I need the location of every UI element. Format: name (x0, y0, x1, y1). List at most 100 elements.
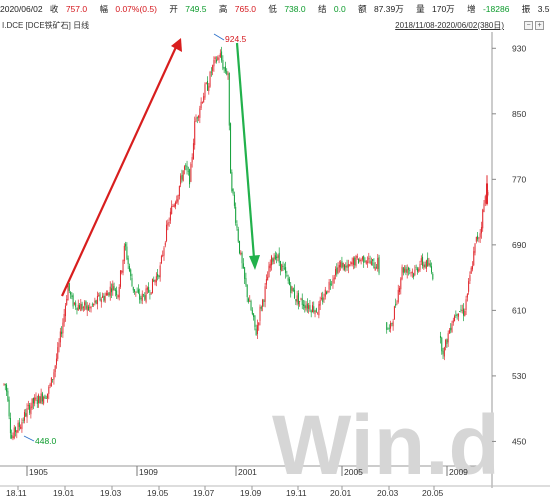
candle-body (203, 96, 205, 103)
candle-body (320, 298, 322, 300)
candle-body (77, 304, 79, 311)
zoom-buttons: − + (524, 21, 544, 30)
candle-body (199, 108, 201, 118)
candle-body (319, 300, 321, 306)
candle-body (123, 245, 125, 262)
candle-body (13, 427, 15, 438)
candle-body (185, 165, 187, 167)
candle-body (347, 264, 349, 268)
candle-body (11, 435, 13, 439)
candle-body (175, 202, 177, 207)
zoom-out-button[interactable]: − (524, 21, 533, 30)
candle-body (173, 204, 175, 207)
settle-price: 结 0.0 (317, 4, 346, 14)
candle-body (116, 290, 118, 295)
candle-body (128, 266, 130, 271)
candle-body (21, 422, 23, 430)
x-tick-label: 20.01 (330, 488, 352, 498)
candle-body (52, 379, 54, 380)
candle-body (122, 260, 124, 273)
candle-body (390, 322, 392, 329)
date-range-link[interactable]: 2018/11/08-2020/06/02(380日) (395, 21, 504, 30)
year-marker-label: 2001 (238, 467, 257, 477)
candle-body (286, 275, 288, 276)
candle-body (287, 277, 289, 281)
candle-body (336, 267, 338, 275)
candle-body (27, 405, 29, 407)
candle-body (228, 72, 230, 126)
candle-body (96, 295, 98, 305)
candle-body (226, 70, 228, 75)
candle-body (95, 300, 97, 304)
low-marker-line (23, 435, 35, 442)
low-annotation-label: 448.0 (35, 436, 57, 446)
candle-body (72, 295, 74, 307)
candle-body (117, 295, 119, 298)
candle-body (256, 325, 258, 335)
amplitude: 振 3.59% (521, 4, 550, 14)
candle-body (446, 339, 448, 345)
candle-body (291, 286, 293, 291)
candle-body (423, 264, 425, 268)
candle-body (50, 377, 52, 387)
candle-body (428, 262, 430, 266)
candle-body (34, 397, 36, 404)
turnover-amount: 额 87.39万 (358, 4, 404, 14)
candle-body (134, 289, 136, 293)
candle-body (450, 327, 452, 331)
candle-body (315, 308, 317, 312)
candle-body (273, 257, 275, 265)
candle-body (461, 310, 463, 311)
candle-body (207, 80, 209, 91)
candle-body (57, 347, 59, 359)
candle-body (155, 276, 157, 283)
candle-body (399, 288, 401, 293)
price-change: 幅 0.07%(0.5) (99, 4, 157, 14)
candle-body (267, 276, 269, 281)
candle-body (358, 258, 360, 264)
candle-body (125, 243, 127, 247)
candle-body (126, 246, 128, 259)
candle-body (223, 67, 225, 69)
candle-body (70, 292, 72, 295)
zoom-in-button[interactable]: + (535, 21, 544, 30)
candle-body (281, 264, 283, 272)
quote-info-bar: 2020/06/02 收 757.0 幅 0.07%(0.5) 开 749.5 … (0, 0, 550, 18)
candle-body (305, 305, 307, 310)
candle-body (478, 237, 480, 239)
open-interest-change: 增 -18286 (467, 4, 510, 14)
candle-body (189, 169, 191, 185)
candle-body (251, 310, 253, 315)
candle-body (99, 293, 101, 300)
candle-body (39, 396, 41, 404)
candle-body (297, 293, 299, 305)
candle-body (308, 305, 310, 309)
candle-body (372, 259, 374, 262)
candle-body (300, 298, 302, 300)
candle-body (265, 279, 267, 285)
y-tick-label: 930 (512, 43, 526, 53)
candle-body (3, 383, 5, 385)
candle-body (26, 408, 28, 418)
candle-body (360, 260, 362, 261)
y-tick-label: 450 (512, 436, 526, 446)
candle-body (58, 342, 60, 348)
candle-body (277, 255, 279, 258)
candle-body (329, 283, 331, 285)
candle-body (127, 258, 129, 265)
candle-body (4, 384, 6, 386)
candle-body (35, 397, 37, 400)
candle-body (375, 266, 377, 268)
candle-body (395, 303, 397, 306)
candle-body (391, 323, 393, 325)
candle-body (191, 157, 193, 163)
candle-body (311, 305, 313, 313)
candle-body (361, 256, 363, 260)
x-tick-label: 19.11 (286, 488, 307, 498)
candle-body (22, 419, 24, 421)
candle-body (231, 172, 233, 192)
candle-body (271, 256, 273, 266)
candle-body (151, 278, 153, 294)
candle-body (159, 265, 161, 278)
